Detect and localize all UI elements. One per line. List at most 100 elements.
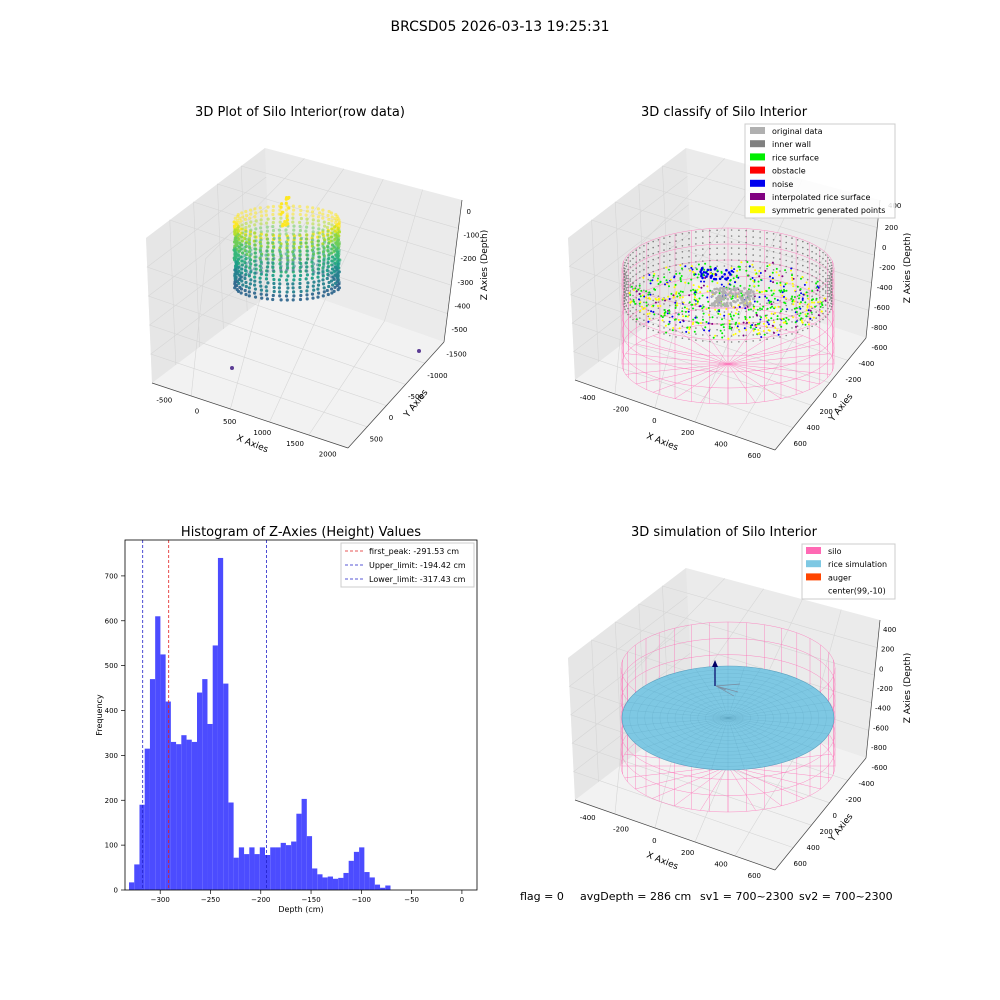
panel2-class-point [638,298,640,301]
panel2-original-point [729,288,733,292]
panel2-class-point [664,324,667,327]
footer-flag: flag = 0 [520,890,564,903]
panel2-class-point [649,282,652,285]
panel2-wall-point [802,270,804,273]
panel2-wall-point [625,295,628,297]
panel1-cloud-point [306,253,310,257]
panel2-class-point [798,314,801,317]
panel2-wall-point [738,335,740,337]
panel4-rice-mesh [711,666,729,719]
panel2-legend-swatch [750,206,765,214]
panel2-class-point [748,265,751,268]
hist-y-tick-label: 700 [105,572,118,580]
panel1-gridline-z [169,219,448,366]
panel2-wall-point [785,259,787,262]
panel2-noise-point [700,272,703,276]
panel1-cloud-point [254,211,258,215]
panel2-wall-point [643,313,645,316]
panel1-cloud-point [271,248,275,253]
footer-sv2: sv2 = 700~2300 [799,890,893,903]
panel1-cloud-point [247,256,252,260]
panel2-wall-point [824,292,827,294]
panel2-class-point [664,283,666,286]
panel1-cloud-point [260,270,264,274]
panel2-class-point [779,281,782,284]
panel1-cloud-point [331,239,335,243]
panel2-class-point [791,276,793,279]
panel2-class-point [758,291,761,294]
panel2-wall-point [624,291,626,294]
panel1-cloud-point [279,274,283,278]
hist-bar [306,836,313,890]
hist-bar [275,847,281,890]
panel2-wall-point [828,265,831,267]
panel2-class-point [766,321,769,324]
panel2-wall-point [639,323,641,325]
panel2-wall-point [629,266,632,268]
panel2-wall-point [752,340,754,342]
panel2-wall-point [811,307,813,310]
panel1-cloud-point [265,289,269,293]
panel4-rice-mesh [695,717,729,768]
panel1-cloud-point [285,278,289,282]
panel2-class-point [652,310,655,313]
panel1-cloud-point [241,283,245,287]
hist-bar [338,877,344,890]
panel1-cloud-point [331,283,335,287]
panel2-wall-point [791,255,793,257]
panel2-wall-point [779,318,781,320]
panel2-wall-point [632,275,634,278]
panel1-cloud-point [264,209,268,213]
panel2-class-point [751,324,754,326]
panel2-wall-point [723,317,726,319]
panel2-wall-point [675,258,677,260]
panel1-cloud-point [272,236,276,241]
panel2-class-point [686,315,689,318]
panel1-cloud-point [321,282,326,286]
panel2-wall-point [702,230,704,232]
panel2-wall-point [830,267,832,270]
panel2-class-point [823,297,826,300]
panel2-tick-label: 600 [794,440,807,448]
panel2-tick-label: 200 [681,429,694,437]
panel4-tick-label: 0 [879,665,883,673]
panel2-wall-point [681,331,684,334]
panel2-wall-point [663,327,665,329]
panel2-wall-point [623,282,626,285]
panel2-class-point [783,290,786,293]
panel1-cloud-point [259,262,264,266]
panel2-class-point [801,298,804,301]
panel2-wall-point [806,254,809,257]
panel4-rice-mesh [627,701,729,719]
panel2-tick-label: 400 [807,424,820,432]
panel1-cloud-point [305,249,310,253]
panel2-class-point [672,327,675,329]
panel2-tick-label: -400 [580,394,596,402]
panel2-wall-point [766,232,768,234]
panel2-wall-point [627,313,629,316]
panel2-wall-point [772,301,775,304]
panel1-cloud-point [317,255,321,259]
panel2-wall-point [745,310,747,313]
panel2-class-point [742,321,745,324]
panel2-class-point [758,296,761,299]
panel2-class-point [736,269,739,272]
panel1-tick-label: -100 [464,232,480,240]
panel2-class-point [793,300,796,303]
panel2-original-point [718,289,722,293]
panel2-wall-point [635,309,637,311]
hist-bar [353,851,360,890]
panel2-class-point [735,308,738,311]
panel1-cloud-point [247,290,251,294]
panel2-wall-point [830,291,832,294]
panel1-cloud-point [305,225,309,229]
panel2-original-point [747,297,751,301]
panel1-cloud-point [236,261,240,265]
hist-bar [364,872,370,890]
panel2-class-point [679,264,682,267]
panel1-cloud-point [253,215,257,219]
panel2-wall-point [822,281,824,284]
panel2-class-point [744,318,747,320]
panel1-cloud-point [254,263,258,267]
panel2-classified-points [623,229,833,343]
